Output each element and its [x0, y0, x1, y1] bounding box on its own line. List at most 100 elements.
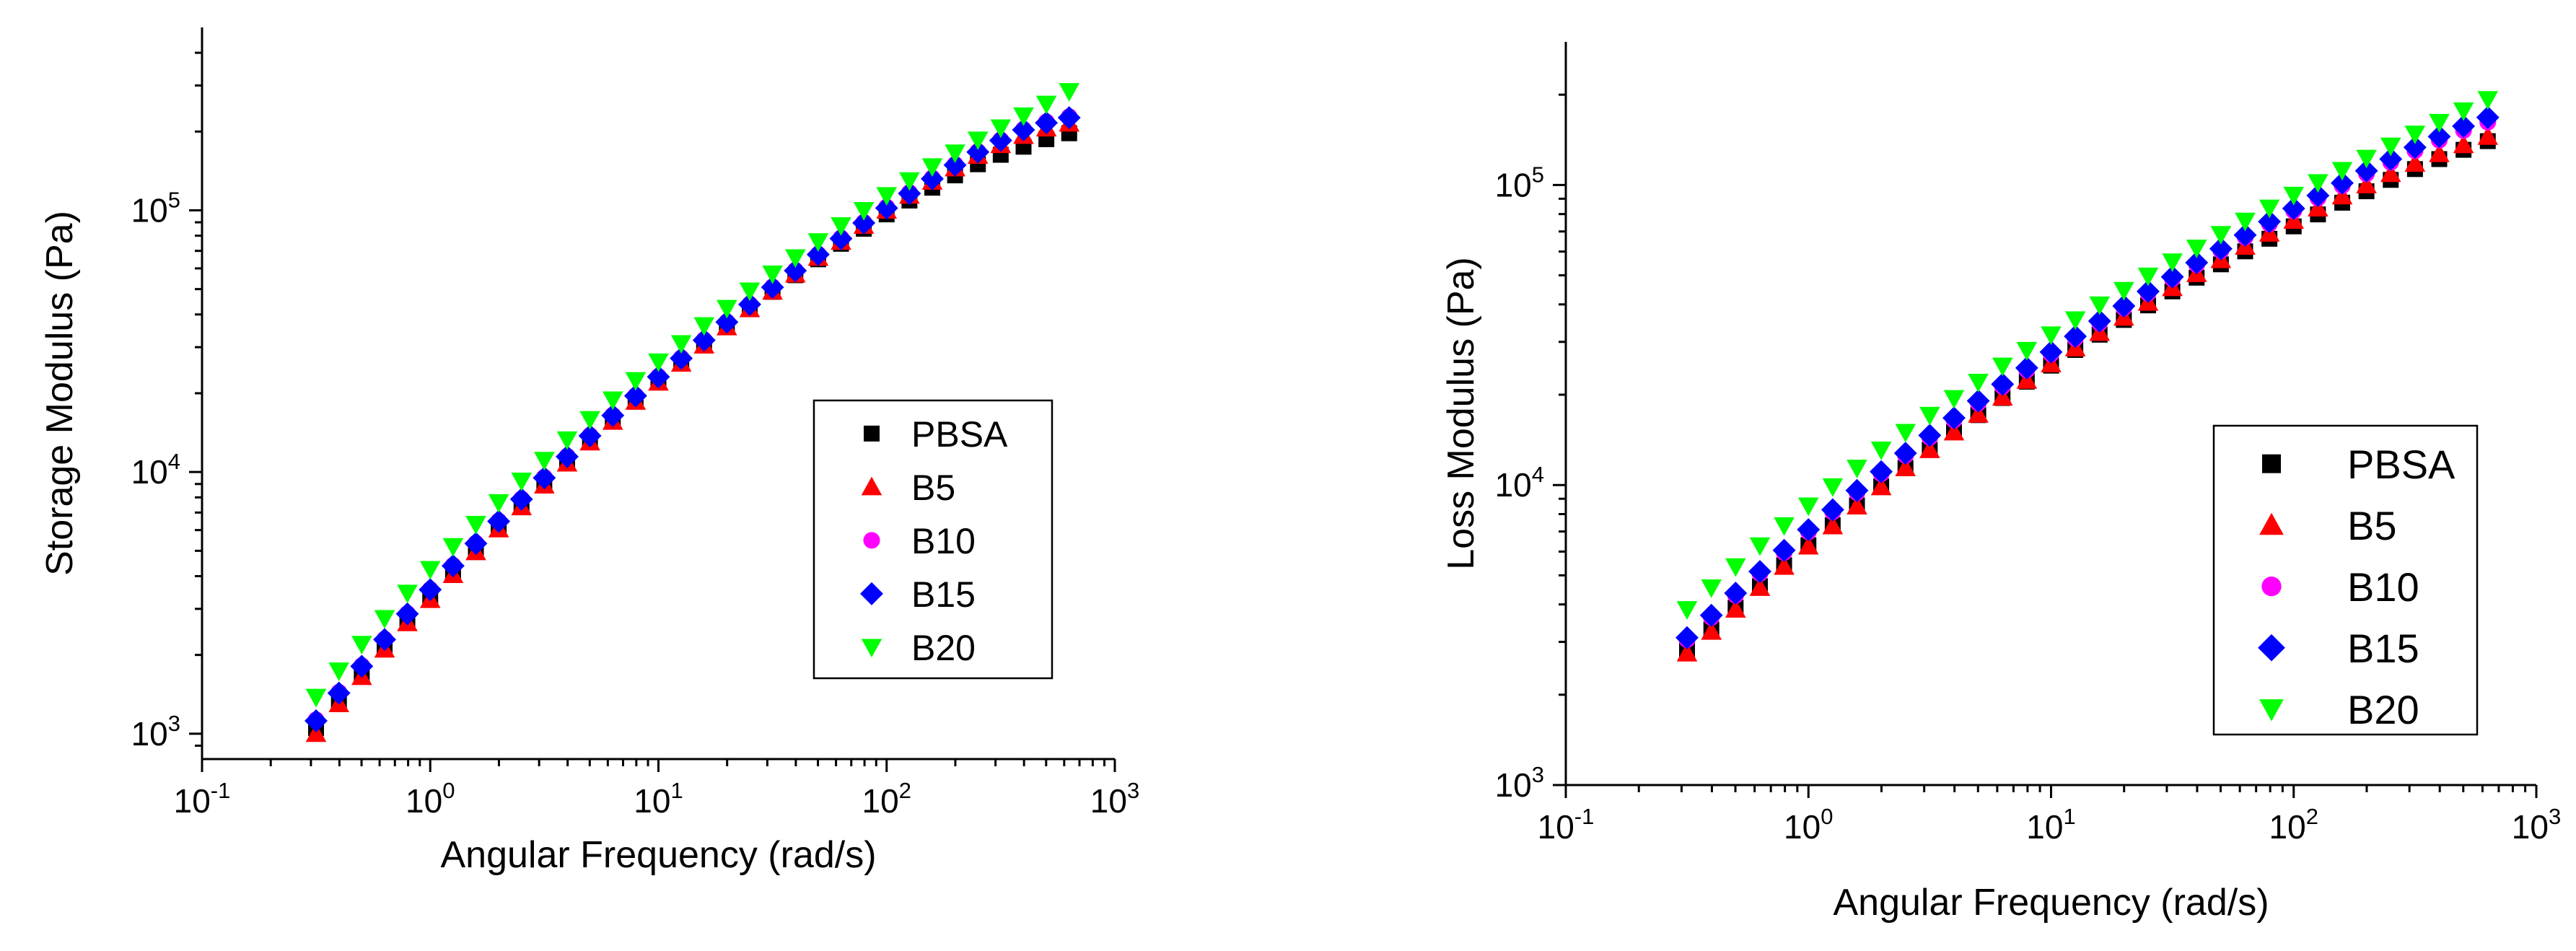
- data-point: [351, 636, 372, 654]
- y-axis-label: Storage Modulus (Pa): [39, 211, 81, 576]
- y-axis-label: Loss Modulus (Pa): [1440, 257, 1482, 570]
- data-point: [1943, 421, 1965, 441]
- y-tick-label-exponent: 3: [168, 711, 180, 736]
- data-point: [899, 172, 920, 191]
- legend-label: B15: [2347, 626, 2419, 671]
- data-point: [2427, 125, 2451, 149]
- data-point: [328, 662, 350, 681]
- data-point: [1846, 460, 1867, 478]
- data-point: [1797, 497, 1819, 517]
- data-point: [670, 335, 692, 354]
- data-point: [1968, 403, 1989, 423]
- data-point: [419, 561, 441, 580]
- legend-marker: [2262, 454, 2281, 473]
- data-point: [761, 276, 784, 299]
- legend-label: B10: [911, 521, 976, 561]
- series-b20: [305, 83, 1080, 708]
- x-tick-label-base: 10: [1538, 808, 1574, 846]
- data-point: [2016, 370, 2038, 389]
- data-point: [1821, 498, 1844, 522]
- data-point: [2331, 162, 2353, 181]
- data-point: [2477, 91, 2499, 110]
- x-tick-label-exponent: 1: [2063, 804, 2075, 829]
- y-tick-label-base: 10: [131, 715, 168, 753]
- y-tick-label-base: 10: [1495, 766, 1532, 804]
- data-point: [875, 196, 898, 220]
- data-point: [487, 509, 511, 533]
- data-point: [966, 140, 990, 164]
- x-tick-label: 102: [2269, 804, 2318, 846]
- data-point: [1943, 390, 1965, 409]
- legend-marker: [861, 476, 882, 496]
- legend-marker: [864, 425, 880, 442]
- data-point: [465, 516, 486, 535]
- data-point: [1725, 558, 1746, 577]
- x-tick-label: 101: [2026, 804, 2075, 846]
- data-point: [1870, 476, 1892, 496]
- data-point: [2041, 326, 2062, 346]
- data-point: [2209, 237, 2233, 260]
- legend-marker: [2259, 512, 2284, 535]
- legend-box: [812, 399, 1053, 680]
- data-point: [898, 182, 921, 206]
- data-point: [2039, 340, 2063, 364]
- data-point: [717, 299, 737, 319]
- data-point: [2186, 240, 2207, 258]
- data-point: [1774, 556, 1795, 575]
- legend-marker: [860, 582, 883, 605]
- data-point: [534, 452, 555, 471]
- x-tick-label-base: 10: [862, 782, 899, 820]
- x-tick-label-base: 10: [2026, 808, 2063, 846]
- data-point: [1919, 406, 1940, 426]
- data-point: [2233, 223, 2257, 247]
- data-point: [1749, 537, 1771, 556]
- data-point: [1822, 478, 1844, 497]
- data-point: [1012, 118, 1035, 141]
- legend-label: PBSA: [911, 414, 1008, 455]
- legend-label: PBSA: [2347, 442, 2455, 487]
- data-point: [441, 554, 465, 578]
- data-point: [1797, 535, 1819, 555]
- data-point: [806, 242, 830, 266]
- data-point: [2210, 226, 2232, 245]
- data-point: [2089, 296, 2111, 315]
- data-point: [327, 681, 351, 705]
- data-point: [511, 473, 533, 491]
- data-point: [2137, 267, 2159, 286]
- data-point: [2379, 147, 2403, 171]
- y-tick-label: 103: [131, 711, 180, 753]
- data-point: [647, 365, 670, 389]
- data-point: [1035, 111, 1059, 135]
- data-point: [442, 538, 464, 557]
- y-tick-label-base: 10: [131, 453, 168, 491]
- x-tick-label-exponent: -1: [211, 778, 231, 803]
- x-tick-label-base: 10: [1784, 808, 1821, 846]
- data-point: [1968, 373, 1989, 393]
- data-point: [762, 266, 783, 284]
- y-tick-label-exponent: 5: [1532, 162, 1544, 187]
- data-point: [1991, 372, 2015, 396]
- legend-label: B20: [2347, 687, 2419, 732]
- data-point: [2308, 174, 2329, 193]
- data-point: [1701, 579, 1722, 598]
- data-point: [1797, 518, 1821, 541]
- x-tick-label-exponent: 2: [2306, 804, 2318, 829]
- data-point: [1893, 442, 1917, 465]
- data-point: [2429, 143, 2450, 162]
- data-point: [2331, 185, 2353, 205]
- data-point: [1749, 577, 1771, 596]
- x-tick-label: 10-1: [174, 778, 231, 820]
- legend-label: B5: [911, 468, 955, 508]
- x-tick-label-base: 10: [2512, 808, 2549, 846]
- data-point: [921, 158, 943, 178]
- data-point: [2356, 149, 2377, 169]
- data-point: [945, 144, 965, 163]
- data-point: [2015, 356, 2038, 380]
- legend-marker: [2258, 634, 2285, 662]
- y-tick-label: 104: [131, 449, 180, 491]
- legend-marker: [2261, 577, 2282, 597]
- data-point: [1675, 626, 1699, 649]
- data-point: [1748, 560, 1771, 583]
